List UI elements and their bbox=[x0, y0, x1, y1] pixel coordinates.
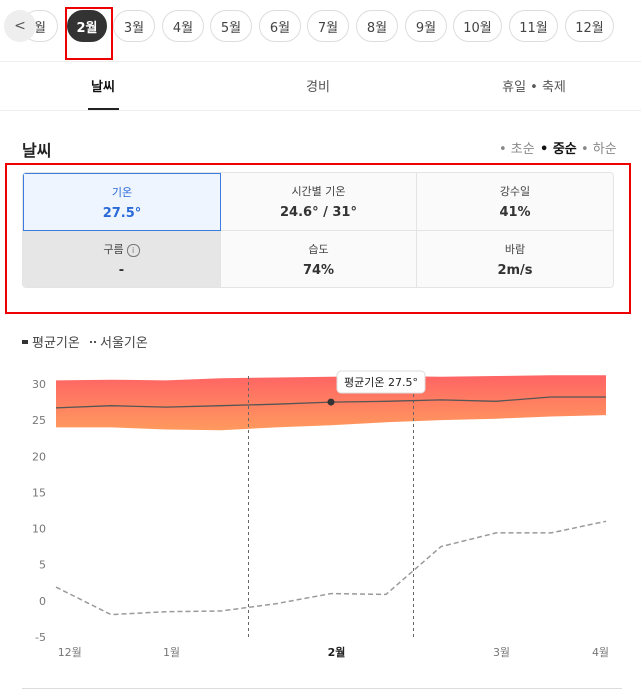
stat-label: 습도 bbox=[308, 241, 328, 257]
legend-label: 서울기온 bbox=[100, 336, 148, 351]
month-pill[interactable]: 8월 bbox=[356, 10, 398, 42]
y-tick-label: -5 bbox=[35, 631, 46, 644]
stat-value: 74% bbox=[302, 263, 335, 278]
stat-cell: 강수일 41% bbox=[417, 173, 613, 231]
month-pill[interactable]: 4월 bbox=[162, 10, 204, 42]
x-tick-label: 1월 bbox=[163, 646, 180, 659]
legend-swatch bbox=[90, 340, 96, 343]
month-pill[interactable]: 11월 bbox=[509, 10, 558, 42]
back-button[interactable]: < bbox=[4, 10, 36, 42]
month-pill[interactable]: 3월 bbox=[113, 10, 155, 42]
month-pill[interactable]: 12월 bbox=[565, 10, 614, 42]
stat-label-text: 습도 bbox=[308, 243, 329, 256]
stat-value: - bbox=[118, 263, 125, 278]
stat-value: 2m/s bbox=[497, 263, 533, 278]
y-tick-label: 0 bbox=[39, 595, 46, 608]
stat-label: 구름 i bbox=[103, 241, 140, 257]
month-pill[interactable]: 6월 bbox=[259, 10, 301, 42]
y-tick-label: 5 bbox=[39, 559, 46, 572]
stat-label-text: 기온 bbox=[111, 185, 133, 199]
month-pill[interactable]: 5월 bbox=[210, 10, 252, 42]
divider bbox=[0, 110, 641, 111]
divider bbox=[0, 61, 641, 62]
tooltip-box bbox=[336, 370, 426, 394]
stat-cell: 시간별 기온 24.6° / 31° bbox=[221, 173, 417, 231]
tab[interactable]: 날씨 bbox=[91, 80, 115, 95]
section-title: 날씨 bbox=[22, 141, 52, 160]
stat-cell[interactable]: 기온 27.5° bbox=[23, 173, 221, 231]
stats-grid: 기온 27.5° 시간별 기온 24.6° / 31° 강수일 41% 구름 i - 습도 74% 바… bbox=[22, 172, 614, 288]
series-line bbox=[55, 520, 607, 616]
month-pill[interactable]: 7월 bbox=[307, 10, 349, 42]
month-pill[interactable]: 10월 bbox=[453, 10, 502, 42]
stat-label: 강수일 bbox=[500, 183, 530, 199]
season-filter[interactable]: • 중순 bbox=[540, 142, 577, 157]
y-tick-label: 10 bbox=[32, 523, 46, 536]
divider bbox=[22, 688, 622, 689]
highlight-box bbox=[65, 7, 113, 60]
stat-label: 시간별 기온 bbox=[291, 183, 345, 199]
legend-label: 평균기온 bbox=[32, 336, 80, 351]
y-tick-label: 20 bbox=[32, 450, 46, 463]
y-tick-label: 25 bbox=[32, 414, 46, 427]
highlight-point bbox=[327, 398, 335, 406]
tab[interactable]: 경비 bbox=[306, 80, 330, 95]
x-tick-label: 12월 bbox=[58, 646, 82, 659]
month-pill[interactable]: 9월 bbox=[405, 10, 447, 42]
stat-cell: 구름 i - bbox=[23, 231, 221, 287]
stat-label: 기온 bbox=[112, 184, 132, 200]
stat-label-text: 구름 bbox=[103, 243, 124, 256]
season-filter[interactable]: • 하순 bbox=[581, 142, 617, 157]
stat-cell: 습도 74% bbox=[221, 231, 417, 287]
x-tick-label: 3월 bbox=[493, 646, 510, 659]
stat-value: 24.6° / 31° bbox=[280, 205, 357, 220]
y-tick-label: 30 bbox=[32, 378, 46, 391]
tab-underline bbox=[88, 108, 119, 110]
stat-label-text: 시간별 기온 bbox=[291, 185, 346, 198]
month-pill[interactable]: 2월 bbox=[67, 10, 107, 42]
stat-value: 27.5° bbox=[102, 205, 142, 221]
x-tick-label: 2월 bbox=[328, 645, 346, 659]
season-filter[interactable]: • 초순 bbox=[499, 142, 535, 157]
legend-item[interactable]: 평균기온 bbox=[22, 332, 80, 351]
legend-item[interactable]: 서울기온 bbox=[90, 332, 148, 351]
tooltip-text: 평균기온 27.5° bbox=[344, 376, 418, 389]
stat-value: 41% bbox=[499, 205, 531, 220]
legend-swatch bbox=[22, 339, 28, 344]
stat-label-text: 바람 bbox=[504, 243, 526, 256]
stat-cell: 바람 2m/s bbox=[417, 231, 613, 287]
highlight-box bbox=[5, 163, 631, 314]
stat-label: 바람 bbox=[505, 241, 525, 257]
x-tick-label: 4월 bbox=[592, 646, 609, 659]
stat-label-text: 강수일 bbox=[499, 185, 531, 198]
y-tick-label: 15 bbox=[32, 486, 46, 499]
chart: -5 0 5 10 15 20 25 30 12월 1월 2월 3월 4월 평균기온 27.5° bbox=[32, 370, 609, 659]
tab[interactable]: 휴일 • 축제 bbox=[502, 80, 566, 95]
info-icon[interactable]: i bbox=[126, 244, 140, 257]
